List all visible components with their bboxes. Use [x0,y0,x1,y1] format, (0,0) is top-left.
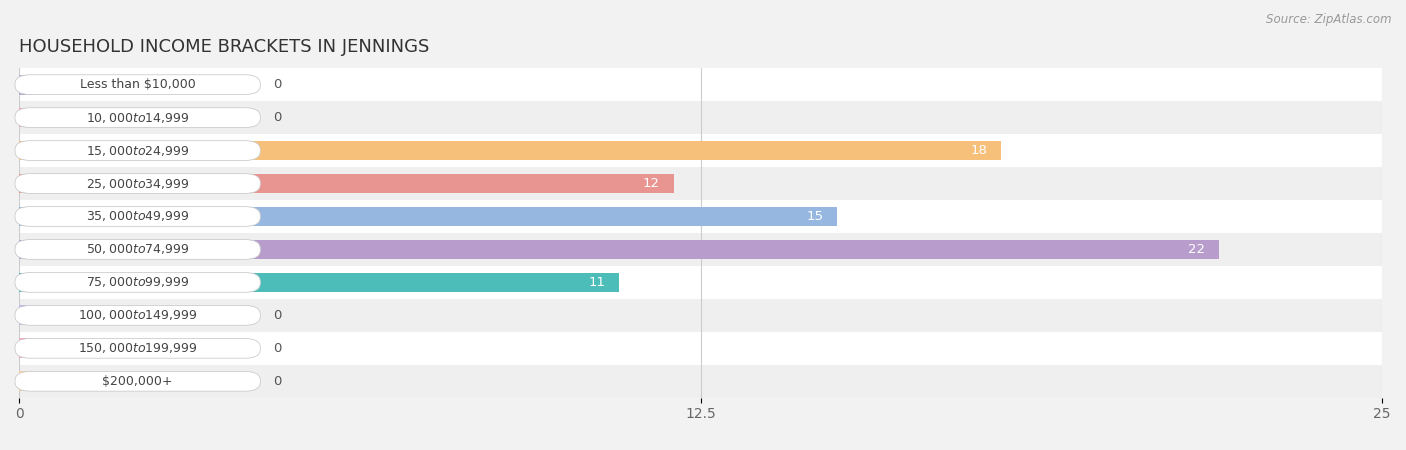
Bar [20,332,1382,365]
FancyBboxPatch shape [15,306,260,325]
Bar [20,200,1382,233]
FancyBboxPatch shape [15,273,260,292]
FancyBboxPatch shape [15,108,260,127]
Bar [20,306,32,325]
FancyBboxPatch shape [15,371,260,391]
Text: $35,000 to $49,999: $35,000 to $49,999 [86,210,190,224]
Bar [20,101,1382,134]
Bar [20,299,1382,332]
FancyBboxPatch shape [15,141,260,161]
Text: $150,000 to $199,999: $150,000 to $199,999 [77,342,197,356]
Bar [20,338,32,358]
Text: 0: 0 [273,111,281,124]
FancyBboxPatch shape [15,338,260,358]
Text: 0: 0 [273,309,281,322]
Bar [20,68,1382,101]
Text: $15,000 to $24,999: $15,000 to $24,999 [86,144,190,158]
Bar [20,233,1382,266]
Text: Less than $10,000: Less than $10,000 [80,78,195,91]
Bar [20,141,1001,161]
Text: $100,000 to $149,999: $100,000 to $149,999 [77,308,197,322]
Bar [20,108,32,127]
Text: Source: ZipAtlas.com: Source: ZipAtlas.com [1267,14,1392,27]
Text: HOUSEHOLD INCOME BRACKETS IN JENNINGS: HOUSEHOLD INCOME BRACKETS IN JENNINGS [20,37,430,55]
Bar [20,75,32,94]
Bar [20,239,1219,259]
Bar [20,167,1382,200]
FancyBboxPatch shape [15,239,260,259]
Text: $10,000 to $14,999: $10,000 to $14,999 [86,111,190,125]
FancyBboxPatch shape [15,174,260,194]
Text: $200,000+: $200,000+ [103,375,173,388]
FancyBboxPatch shape [15,207,260,226]
Text: 18: 18 [970,144,987,157]
Text: $25,000 to $34,999: $25,000 to $34,999 [86,176,190,190]
Bar [20,207,837,226]
Text: 0: 0 [273,342,281,355]
Text: 12: 12 [643,177,659,190]
FancyBboxPatch shape [15,75,260,94]
Text: 11: 11 [589,276,606,289]
Bar [20,174,673,194]
Bar [20,134,1382,167]
Text: 0: 0 [273,78,281,91]
Bar [20,371,32,391]
Bar [20,365,1382,398]
Text: $50,000 to $74,999: $50,000 to $74,999 [86,243,190,256]
Text: 15: 15 [807,210,824,223]
Text: 22: 22 [1188,243,1205,256]
Text: $75,000 to $99,999: $75,000 to $99,999 [86,275,190,289]
Text: 0: 0 [273,375,281,388]
Bar [20,266,1382,299]
Bar [20,273,619,292]
